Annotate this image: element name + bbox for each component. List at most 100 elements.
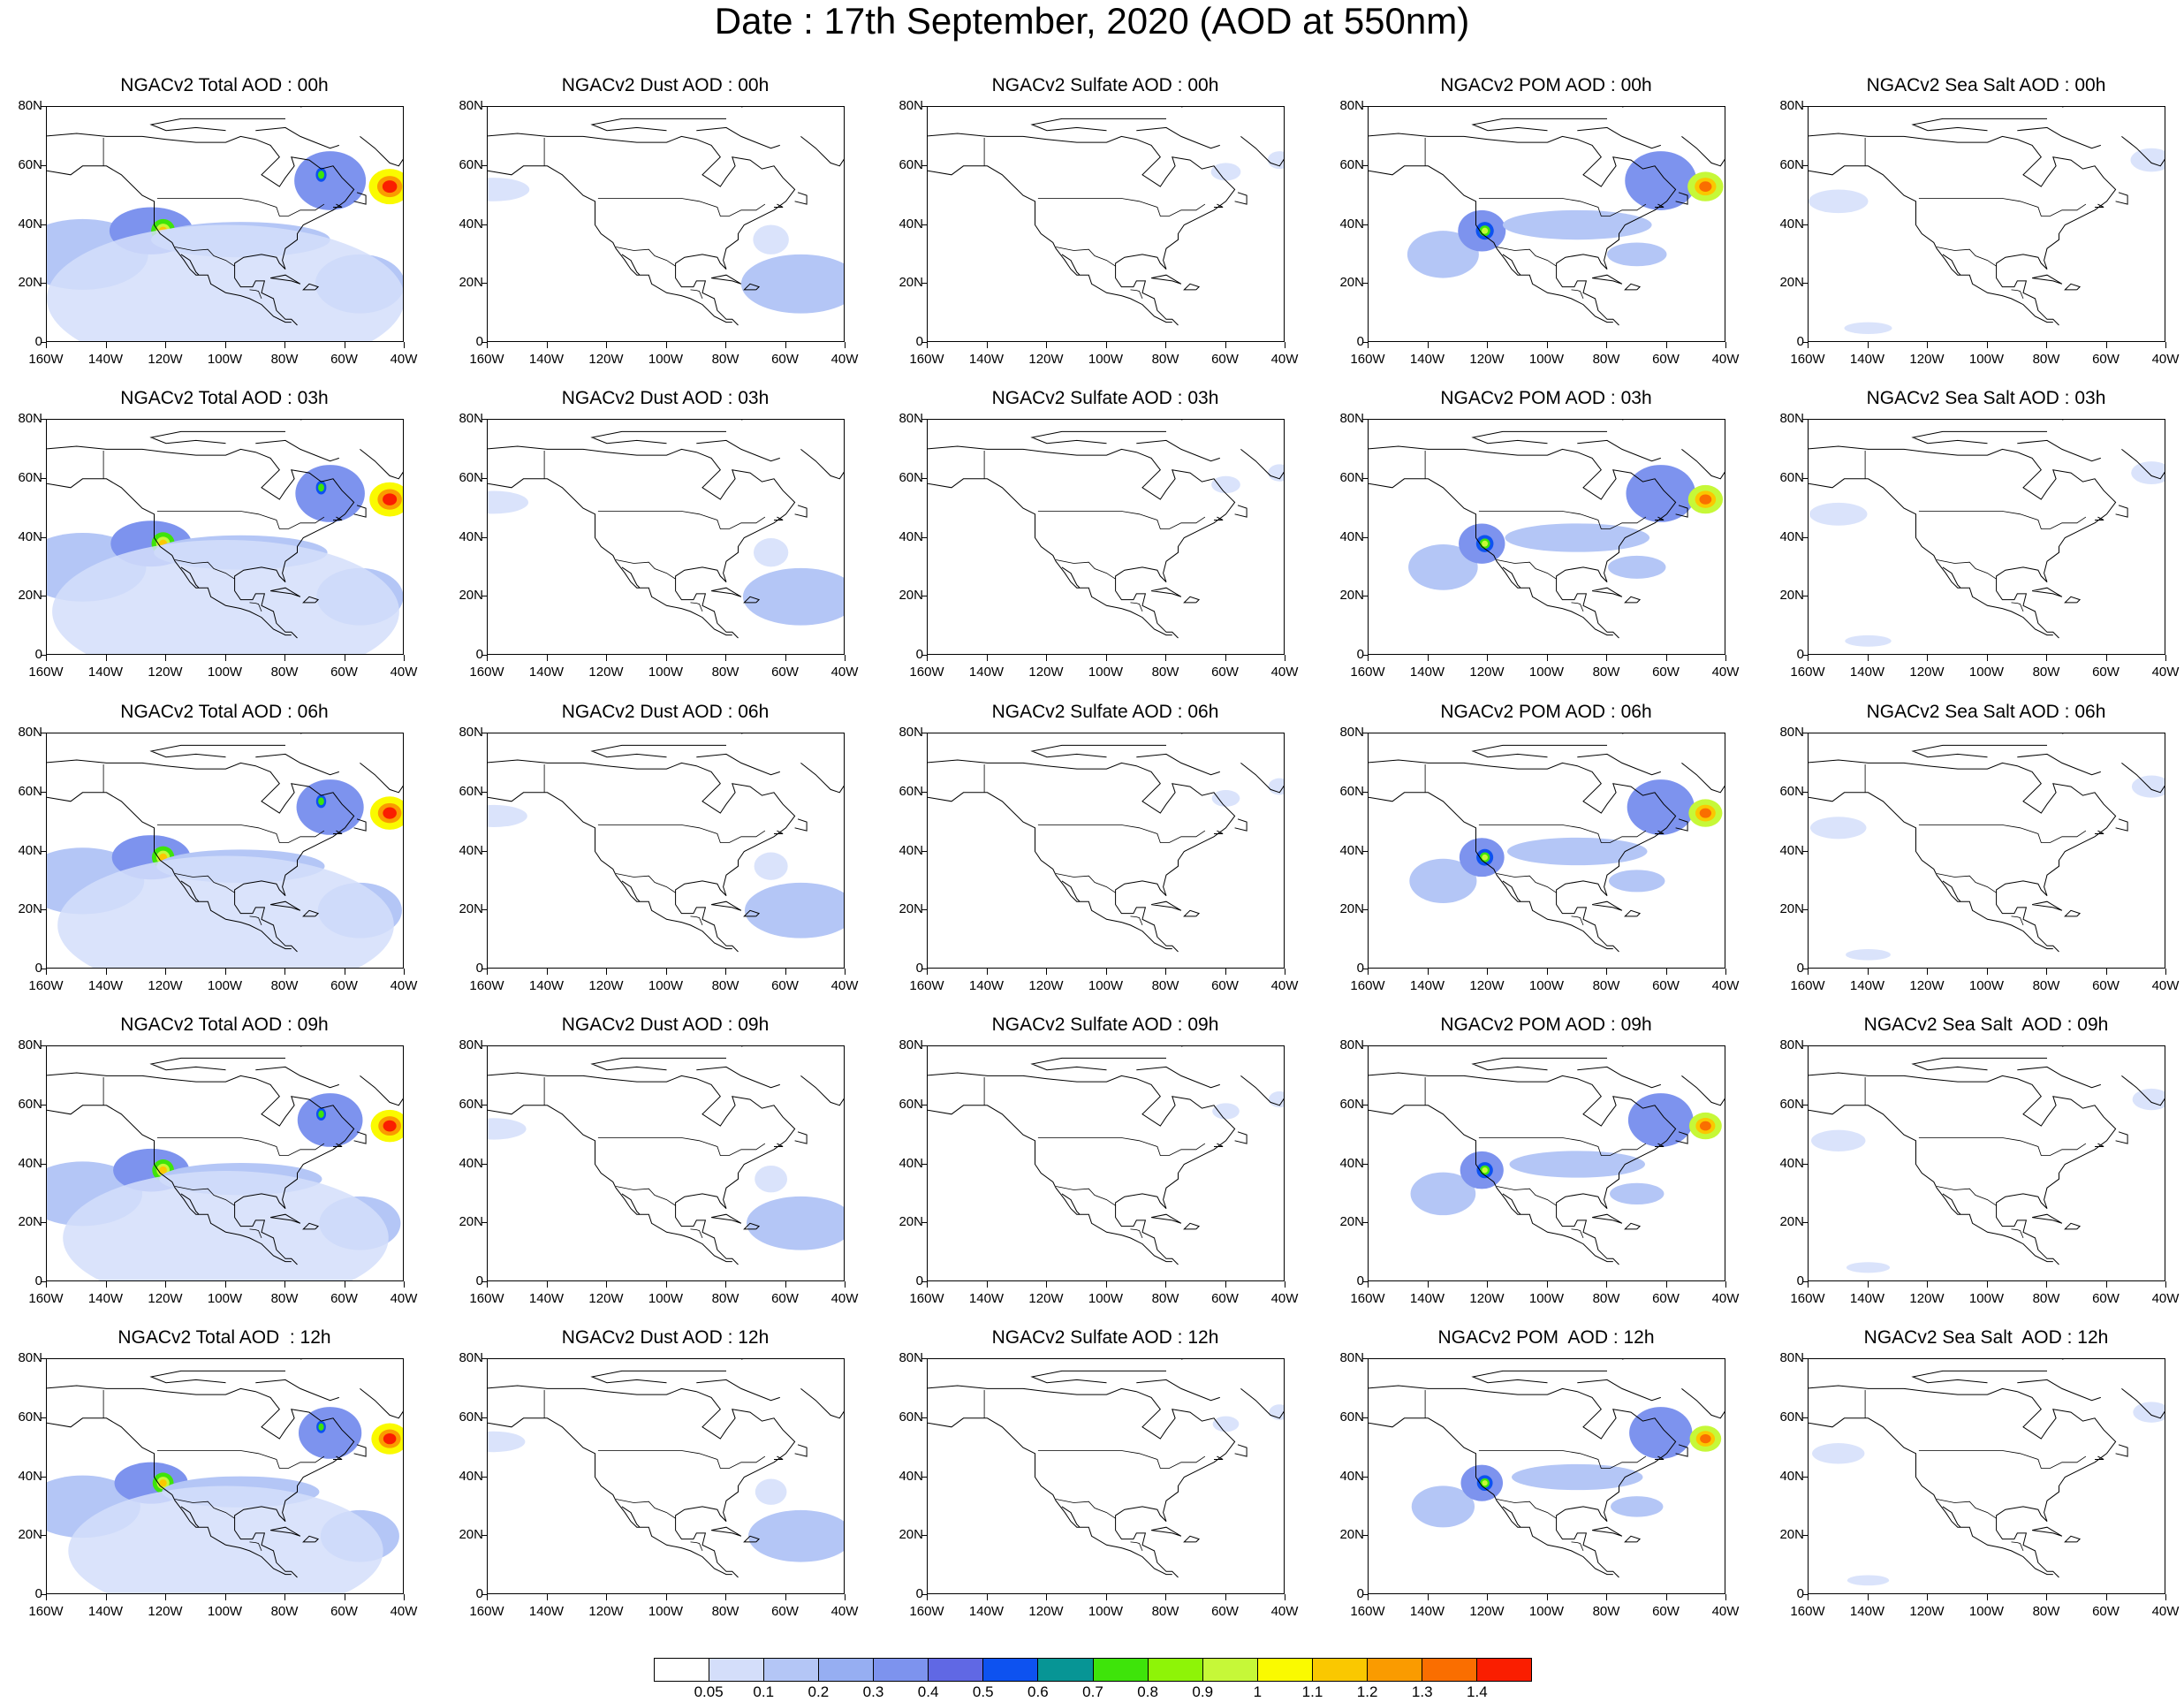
- lat-tick-label: 40N: [1779, 1468, 1804, 1484]
- colorbar-cell: [983, 1659, 1039, 1681]
- lat-tick: [1802, 1281, 1809, 1282]
- lon-tick-label: 160W: [909, 665, 944, 680]
- political-border: [102, 1390, 325, 1552]
- lat-tick-label: 0: [1356, 647, 1364, 662]
- lon-tick: [665, 655, 667, 661]
- lat-tick-label: 40N: [18, 1155, 42, 1171]
- lat-tick: [41, 1594, 47, 1595]
- aod-plume: [1812, 1443, 1865, 1464]
- lat-tick: [1362, 1281, 1369, 1282]
- panel-title: NGACv2 Total AOD : 00h: [120, 75, 329, 95]
- aod-field: [488, 1046, 844, 1265]
- lon-tick-label: 60W: [771, 978, 799, 993]
- lon-tick-label: 120W: [1909, 665, 1945, 680]
- aod-plume: [1608, 555, 1666, 579]
- political-border: [543, 764, 766, 926]
- map-area: [46, 733, 404, 969]
- political-border: [102, 764, 325, 926]
- lon-tick: [1606, 655, 1607, 661]
- aod-plume: [1700, 1433, 1711, 1444]
- lon-tick-label: 160W: [1790, 978, 1825, 993]
- lat-tick-label: 40N: [1779, 216, 1804, 232]
- coastline: [1809, 1359, 2165, 1578]
- lat-tick-label: 0: [34, 334, 42, 349]
- lon-tick-label: 80W: [270, 665, 299, 680]
- lat-tick: [1802, 224, 1809, 225]
- map-area: [487, 1045, 845, 1281]
- map-panel: NGACv2 Sea Salt AOD : 06h 0 20N 40N 60N 80N 16…: [1765, 702, 2184, 1014]
- lon-tick-label: 140W: [1409, 978, 1445, 993]
- lon-tick: [284, 1281, 285, 1288]
- lat-tick: [1362, 909, 1369, 911]
- lon-tick: [845, 1594, 846, 1600]
- lon-tick: [1225, 655, 1226, 661]
- lat-tick: [1802, 1476, 1809, 1478]
- lon-tick: [1105, 342, 1107, 348]
- lon-tick: [927, 1281, 928, 1288]
- lon-tick: [1225, 342, 1226, 348]
- lat-tick-label: 60N: [1339, 156, 1364, 172]
- lon-tick-label: 40W: [2151, 352, 2180, 367]
- lon-tick-label: 160W: [469, 1604, 504, 1619]
- lat-tick-label: 80N: [18, 98, 42, 113]
- lon-tick-label: 60W: [1652, 1604, 1680, 1619]
- lon-tick: [46, 342, 47, 348]
- lat-tick-label: 20N: [899, 901, 923, 917]
- lat-tick-label: 60N: [1779, 783, 1804, 799]
- lat-tick-label: 0: [34, 1586, 42, 1601]
- aod-plume: [1482, 1166, 1488, 1174]
- colorbar-cell: [1148, 1659, 1203, 1681]
- lat-tick-label: 80N: [899, 98, 923, 113]
- aod-plume: [1268, 1090, 1284, 1108]
- lat-tick: [1362, 1163, 1369, 1165]
- lat-tick-label: 0: [1356, 961, 1364, 976]
- lat-tick-label: 0: [1796, 334, 1804, 349]
- lat-tick-label: 0: [1796, 1586, 1804, 1601]
- lat-tick-label: 0: [475, 334, 483, 349]
- lat-tick: [921, 1535, 928, 1537]
- lon-tick: [1368, 1281, 1369, 1288]
- lon-tick-label: 160W: [1790, 352, 1825, 367]
- aod-field: [1369, 107, 1725, 326]
- aod-plume: [1846, 949, 1891, 961]
- lat-tick: [482, 1358, 488, 1359]
- aod-plume: [294, 151, 367, 210]
- lat-tick: [921, 909, 928, 911]
- lon-tick: [1725, 1594, 1726, 1600]
- lat-tick: [1362, 164, 1369, 166]
- lon-tick-label: 140W: [1849, 665, 1885, 680]
- lon-tick: [1368, 342, 1369, 348]
- lat-tick-label: 20N: [1779, 901, 1804, 917]
- lon-tick: [46, 655, 47, 661]
- lon-tick-label: 120W: [1469, 1291, 1505, 1306]
- lat-tick: [921, 1417, 928, 1418]
- lat-tick-label: 80N: [1779, 1350, 1804, 1365]
- lon-tick-label: 80W: [711, 978, 739, 993]
- lat-tick: [1802, 419, 1809, 420]
- aod-plume: [488, 178, 530, 201]
- political-border: [543, 1077, 766, 1239]
- lat-tick-label: 60N: [18, 1096, 42, 1112]
- panel-title: NGACv2 Sea Salt AOD : 00h: [1866, 75, 2106, 95]
- lon-tick-label: 120W: [1028, 978, 1064, 993]
- lat-tick-label: 60N: [18, 783, 42, 799]
- lon-tick-label: 100W: [648, 978, 684, 993]
- coastline: [47, 420, 403, 639]
- aod-field: [928, 733, 1284, 953]
- lon-tick-label: 80W: [1592, 1604, 1620, 1619]
- lat-tick-label: 80N: [1779, 98, 1804, 113]
- coastline: [1369, 420, 1725, 639]
- aod-plume: [159, 1166, 167, 1174]
- lat-tick: [41, 909, 47, 911]
- lon-tick: [2046, 342, 2047, 348]
- lon-tick-label: 80W: [2032, 352, 2060, 367]
- aod-plume: [1845, 634, 1892, 647]
- lat-tick: [1362, 1045, 1369, 1046]
- lon-tick-label: 100W: [207, 352, 243, 367]
- lon-tick-label: 60W: [771, 1604, 799, 1619]
- lon-tick: [404, 1281, 405, 1288]
- aod-plume: [488, 490, 529, 514]
- lat-tick-label: 60N: [899, 1096, 923, 1112]
- coastline: [47, 1046, 403, 1265]
- aod-plume: [1505, 523, 1650, 552]
